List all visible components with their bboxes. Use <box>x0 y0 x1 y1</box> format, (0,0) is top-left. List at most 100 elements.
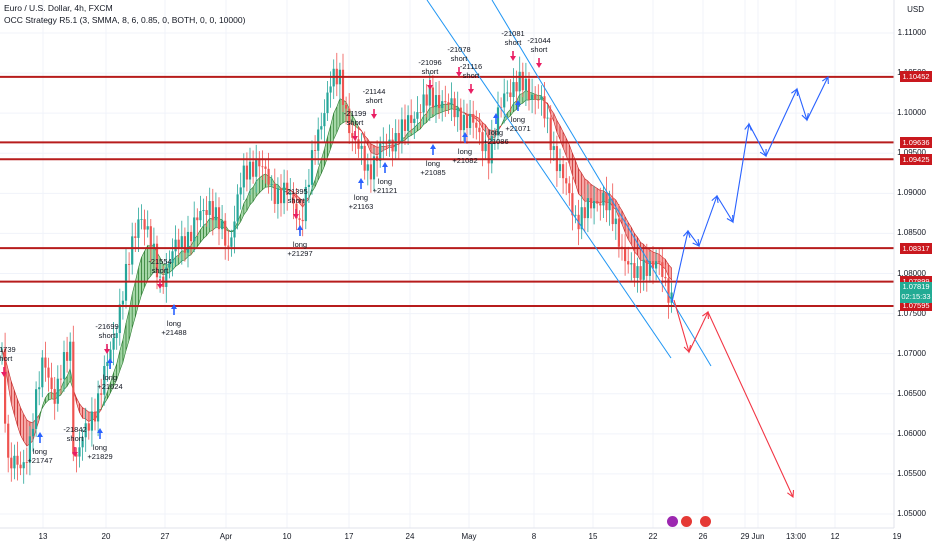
candle-body <box>391 139 394 152</box>
candle-body <box>565 178 568 184</box>
event-us-flag-icon[interactable] <box>700 516 711 527</box>
candle-body <box>527 78 531 100</box>
candle-body <box>447 102 450 105</box>
candle-body <box>661 262 664 277</box>
candle-body <box>118 304 121 334</box>
candle-body <box>410 115 413 124</box>
cloud-segment <box>175 254 179 267</box>
signal-type: short <box>98 331 116 340</box>
candle-body <box>252 161 255 177</box>
cloud-segment <box>364 134 369 147</box>
candle-body <box>50 377 53 390</box>
cloud-segment <box>593 185 598 203</box>
candle-body <box>221 220 224 230</box>
candle-body <box>22 462 25 469</box>
candle-body <box>503 93 506 108</box>
cloud-segment <box>420 115 424 130</box>
candle-body <box>245 165 248 180</box>
cloud-segment <box>624 216 629 240</box>
candle-body <box>168 262 171 268</box>
candle-body <box>438 95 441 109</box>
signal-type: short <box>66 434 84 443</box>
signal-value: -21739 <box>0 345 16 354</box>
candle-body <box>121 300 124 305</box>
candle-body <box>413 118 416 124</box>
short-arrow-head <box>1 372 7 377</box>
candle-body <box>558 164 562 172</box>
cloud-segment <box>367 138 372 153</box>
cloud-segment <box>128 293 133 341</box>
event-lightning-icon[interactable] <box>667 516 678 527</box>
candle-body <box>35 389 38 429</box>
candle-body <box>651 261 655 269</box>
candle-body <box>69 341 72 361</box>
x-tick-label: 27 <box>160 532 170 541</box>
candle-body <box>602 192 605 206</box>
candle-body <box>19 464 22 469</box>
candle-body <box>196 217 199 221</box>
candle-body <box>357 139 360 149</box>
candle-body <box>521 71 524 91</box>
candle-body <box>630 263 633 265</box>
signal-value: -21554 <box>148 257 172 266</box>
candle-body <box>230 237 233 247</box>
candle-body <box>59 378 62 380</box>
cloud-segment <box>85 408 90 423</box>
cloud-segment <box>197 228 201 248</box>
candle-body <box>645 259 648 276</box>
cloud-segment <box>575 160 579 194</box>
long-arrow-head <box>462 132 468 137</box>
cloud-segment <box>324 136 328 167</box>
signal-label: long +21163 <box>349 193 374 211</box>
candle-body <box>180 236 183 249</box>
projection-arrowhead <box>726 214 734 223</box>
candle-body <box>134 236 137 238</box>
candle-body <box>140 219 143 220</box>
signal-label: -21842 short <box>63 425 86 443</box>
y-tick-label: 1.10000 <box>897 108 926 118</box>
candle-body <box>431 87 434 108</box>
candle-body <box>326 92 329 114</box>
cloud-segment <box>141 251 145 296</box>
candle-body <box>658 261 661 263</box>
long-arrow-head <box>382 162 388 167</box>
signal-value: +21488 <box>161 328 187 337</box>
signal-label: -21081 short <box>501 29 524 47</box>
candle-body <box>242 165 245 188</box>
candle-body <box>400 119 403 144</box>
x-tick-label: May <box>461 532 477 541</box>
short-arrow-head <box>157 284 163 289</box>
signal-type: long <box>377 177 393 186</box>
candle-body <box>428 87 431 106</box>
y-tick-label: 1.09000 <box>897 188 926 198</box>
event-us-flag-icon[interactable] <box>681 516 692 527</box>
cloud-segment <box>7 369 12 404</box>
projection-arrowhead <box>711 194 719 204</box>
candle-body <box>444 101 447 103</box>
cloud-segment <box>119 339 124 371</box>
chart-title: Euro / U.S. Dollar, 4h, FXCM <box>4 3 113 13</box>
candle-body <box>171 251 174 263</box>
channel-line-upper <box>491 0 712 367</box>
signal-value: -21199 <box>343 109 367 118</box>
x-tick-label: 13 <box>38 532 48 541</box>
candle-body <box>450 98 453 105</box>
cloud-segment <box>314 168 319 187</box>
candle-body <box>304 187 307 222</box>
candle-body <box>239 187 242 195</box>
level-price-tag: 1.09425 <box>900 153 932 165</box>
cloud-segment <box>17 399 21 436</box>
projection-arrowhead <box>787 489 795 499</box>
level-price-tag: 1.10452 <box>900 71 932 83</box>
signal-value: +21747 <box>27 456 53 465</box>
candle-body <box>159 276 162 278</box>
candle-body <box>493 135 496 137</box>
signal-label: long +21082 <box>452 147 477 165</box>
signal-label: -21699 short <box>95 322 118 340</box>
candle-body <box>193 217 196 242</box>
short-arrow-head <box>427 85 433 90</box>
cloud-segment <box>258 174 263 194</box>
y-tick-label: 1.08000 <box>897 268 926 278</box>
cloud-segment <box>423 112 428 126</box>
